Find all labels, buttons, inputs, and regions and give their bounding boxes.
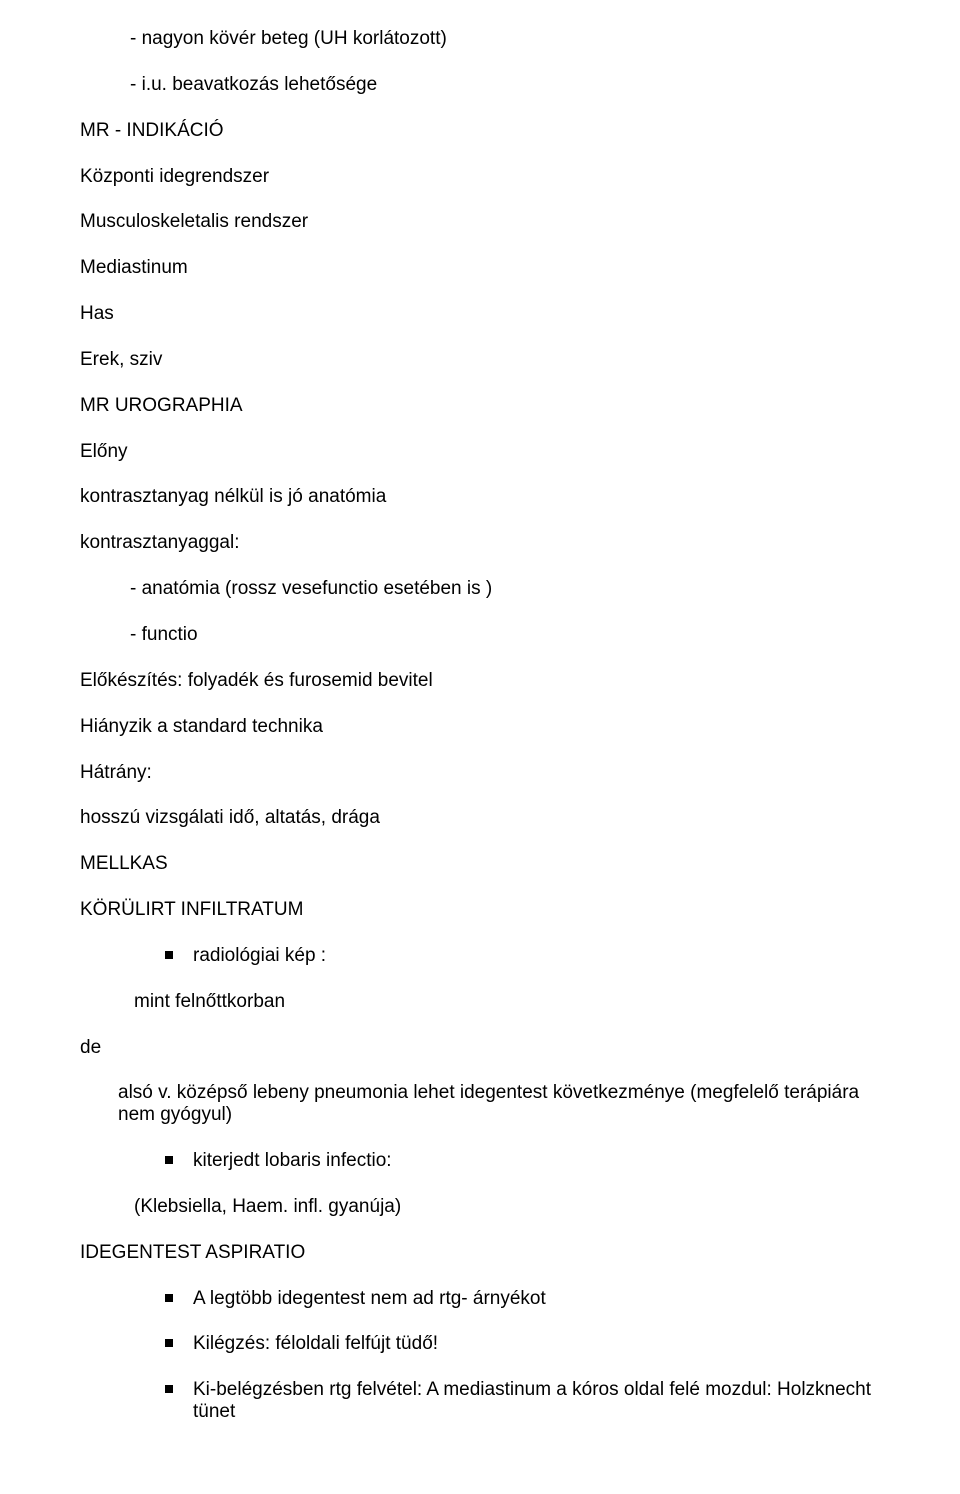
body-text: - i.u. beavatkozás lehetősége bbox=[80, 74, 880, 96]
body-text: mint felnőttkorban bbox=[134, 991, 880, 1013]
body-text: IDEGENTEST ASPIRATIO bbox=[80, 1242, 880, 1264]
body-text: Hátrány: bbox=[80, 762, 880, 784]
list-item: kiterjedt lobaris infectio: bbox=[165, 1150, 880, 1172]
bullet-list: kiterjedt lobaris infectio: bbox=[80, 1150, 880, 1172]
body-text: Előkészítés: folyadék és furosemid bevit… bbox=[80, 670, 880, 692]
body-text: Előny bbox=[80, 441, 880, 463]
list-item: Kilégzés: féloldali felfújt tüdő! bbox=[165, 1333, 880, 1355]
body-text: Hiányzik a standard technika bbox=[80, 716, 880, 738]
body-text: - functio bbox=[80, 624, 880, 646]
body-text: de bbox=[80, 1037, 880, 1059]
body-text: (Klebsiella, Haem. infl. gyanúja) bbox=[134, 1196, 880, 1218]
list-item-text: Ki-belégzésben rtg felvétel: A mediastin… bbox=[193, 1379, 871, 1422]
list-item-text: Kilégzés: féloldali felfújt tüdő! bbox=[193, 1333, 438, 1354]
list-item: Ki-belégzésben rtg felvétel: A mediastin… bbox=[165, 1379, 880, 1423]
body-text: - anatómia (rossz vesefunctio esetében i… bbox=[80, 578, 880, 600]
body-text: kontrasztanyaggal: bbox=[80, 532, 880, 554]
list-item: radiológiai kép : bbox=[165, 945, 880, 967]
body-text: hosszú vizsgálati idő, altatás, drága bbox=[80, 807, 880, 829]
body-text: - nagyon kövér beteg (UH korlátozott) bbox=[80, 28, 880, 50]
body-text: alsó v. középső lebeny pneumonia lehet i… bbox=[118, 1082, 880, 1126]
body-text: kontrasztanyag nélkül is jó anatómia bbox=[80, 486, 880, 508]
body-text: MELLKAS bbox=[80, 853, 880, 875]
list-item-text: A legtöbb idegentest nem ad rtg- árnyéko… bbox=[193, 1288, 546, 1309]
body-text: Musculoskeletalis rendszer bbox=[80, 211, 880, 233]
body-text: Has bbox=[80, 303, 880, 325]
body-text: Erek, sziv bbox=[80, 349, 880, 371]
bullet-list: A legtöbb idegentest nem ad rtg- árnyéko… bbox=[80, 1288, 880, 1423]
bullet-list: radiológiai kép : bbox=[80, 945, 880, 967]
body-text: Mediastinum bbox=[80, 257, 880, 279]
body-text: Központi idegrendszer bbox=[80, 166, 880, 188]
body-text: MR UROGRAPHIA bbox=[80, 395, 880, 417]
list-item-text: radiológiai kép : bbox=[193, 945, 326, 966]
body-text: MR - INDIKÁCIÓ bbox=[80, 120, 880, 142]
list-item-text: kiterjedt lobaris infectio: bbox=[193, 1150, 392, 1171]
list-item: A legtöbb idegentest nem ad rtg- árnyéko… bbox=[165, 1288, 880, 1310]
body-text: KÖRÜLIRT INFILTRATUM bbox=[80, 899, 880, 921]
